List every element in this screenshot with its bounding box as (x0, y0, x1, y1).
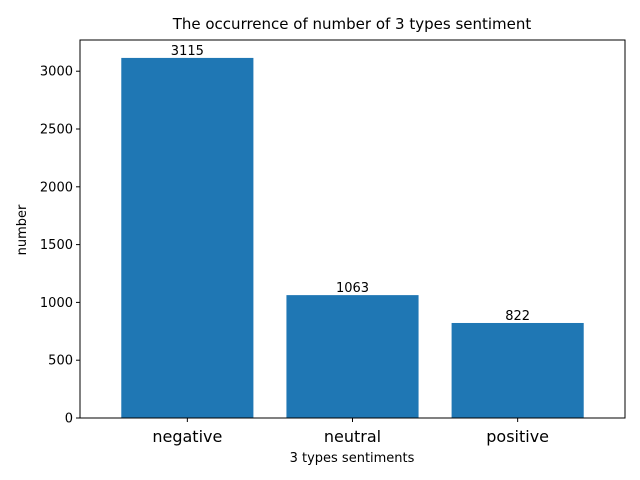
y-tick-label: 1000 (40, 296, 73, 311)
chart-title: The occurrence of number of 3 types sent… (172, 15, 532, 33)
data-label: 1063 (336, 281, 369, 296)
y-axis-ticks: 0 500 1000 1500 2000 2500 3000 (40, 65, 80, 427)
plot-frame (79, 39, 626, 419)
x-axis-label: 3 types sentiments (290, 451, 415, 466)
data-label: 822 (505, 309, 530, 324)
x-tick-label: positive (486, 427, 549, 446)
bars-group (121, 57, 584, 419)
y-axis-label: number (15, 204, 30, 255)
y-tick-label: 0 (65, 412, 73, 427)
data-label: 3115 (171, 44, 204, 59)
bar-negative (121, 57, 254, 419)
y-tick-label: 3000 (40, 65, 73, 80)
bar-positive (451, 322, 584, 418)
x-tick-label: neutral (324, 427, 381, 446)
y-tick-label: 2000 (40, 180, 73, 195)
y-tick-label: 2500 (40, 123, 73, 138)
x-tick-label: negative (152, 427, 222, 446)
y-tick-label: 1500 (40, 238, 73, 253)
bar-neutral (286, 295, 419, 418)
x-axis-ticks: negative neutral positive (152, 418, 549, 446)
y-tick-label: 500 (48, 354, 73, 369)
data-labels: 3115 1063 822 (171, 44, 530, 324)
